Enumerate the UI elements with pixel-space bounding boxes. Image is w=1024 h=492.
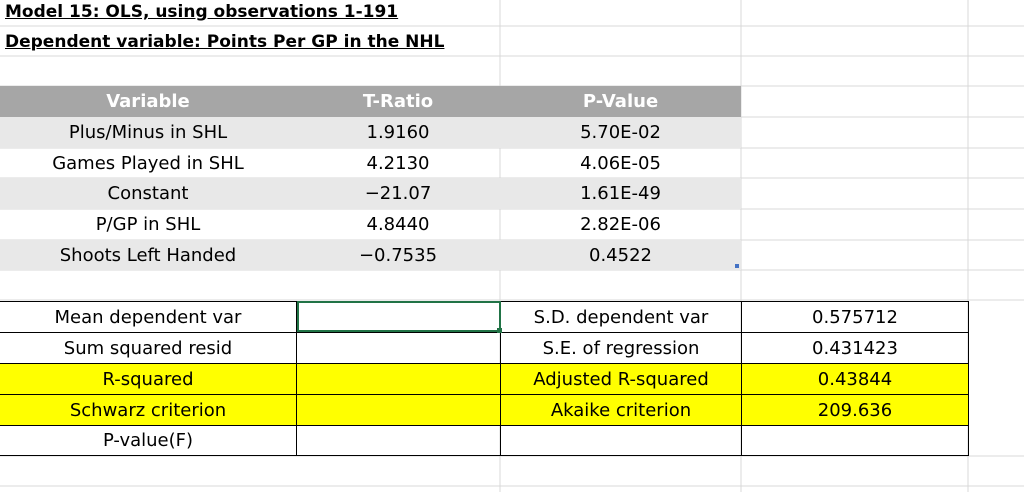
p-value-cell[interactable]: 4.06E-05 <box>580 152 661 174</box>
stat-label-cell[interactable]: Mean dependent var <box>54 306 242 328</box>
stat-value-cell[interactable] <box>297 364 500 394</box>
p-value-cell[interactable]: 5.70E-02 <box>500 117 741 148</box>
stat-value-cell[interactable] <box>297 333 500 363</box>
stat-value-cell[interactable]: 0.43844 <box>817 368 893 390</box>
p-value-cell[interactable]: 2.82E-06 <box>580 214 661 235</box>
stat-label-cell[interactable]: P-value(F) <box>102 430 194 451</box>
stat-label-cell[interactable]: Sum squared resid <box>63 337 233 359</box>
t-ratio-cell[interactable]: 4.8440 <box>366 214 430 235</box>
stat-label-cell[interactable]: Akaike criterion <box>550 399 692 421</box>
stat-label-cell[interactable]: S.E. of regression <box>542 337 700 359</box>
stat-value-cell[interactable]: 209.636 <box>817 399 893 421</box>
t-ratio-cell[interactable]: −0.7535 <box>296 240 500 270</box>
variable-cell[interactable]: Constant <box>0 178 296 209</box>
header-variable[interactable]: Variable <box>0 86 296 117</box>
variable-cell[interactable]: Plus/Minus in SHL <box>0 117 296 148</box>
stat-value-cell[interactable] <box>297 395 500 425</box>
stat-value-cell[interactable]: 0.575712 <box>812 306 898 328</box>
fill-handle[interactable] <box>497 328 502 333</box>
highlight-row-r-squared <box>0 363 968 394</box>
stat-value-cell[interactable]: 0.431423 <box>812 337 898 359</box>
stat-label-cell[interactable] <box>501 426 741 455</box>
stat-label-cell[interactable]: S.D. dependent var <box>533 306 709 328</box>
t-ratio-cell[interactable]: −21.07 <box>296 178 500 209</box>
variable-cell[interactable]: Games Played in SHL <box>52 152 244 174</box>
highlight-row-schwarz <box>0 394 968 425</box>
variable-cell[interactable]: Shoots Left Handed <box>0 240 296 270</box>
stat-label-cell[interactable]: Schwarz criterion <box>69 399 227 421</box>
p-value-cell[interactable]: 1.61E-49 <box>500 178 741 209</box>
stat-value-cell[interactable] <box>297 426 500 455</box>
stat-label-cell[interactable]: Adjusted R-squared <box>533 368 709 390</box>
stat-label-cell[interactable]: R-squared <box>102 368 194 390</box>
p-value-cell[interactable]: 0.4522 <box>500 240 741 270</box>
variable-cell[interactable]: P/GP in SHL <box>95 214 201 235</box>
selected-cell[interactable] <box>297 301 501 332</box>
model-title: Model 15: OLS, using observations 1-191 <box>5 2 399 22</box>
t-ratio-cell[interactable]: 1.9160 <box>296 117 500 148</box>
stat-value-cell[interactable] <box>742 426 968 455</box>
table-resize-handle[interactable] <box>735 264 739 268</box>
t-ratio-cell[interactable]: 4.2130 <box>366 152 430 174</box>
dependent-variable-title: Dependent variable: Points Per GP in the… <box>5 32 445 52</box>
header-t-ratio[interactable]: T-Ratio <box>296 86 500 117</box>
header-p-value[interactable]: P-Value <box>500 86 741 117</box>
